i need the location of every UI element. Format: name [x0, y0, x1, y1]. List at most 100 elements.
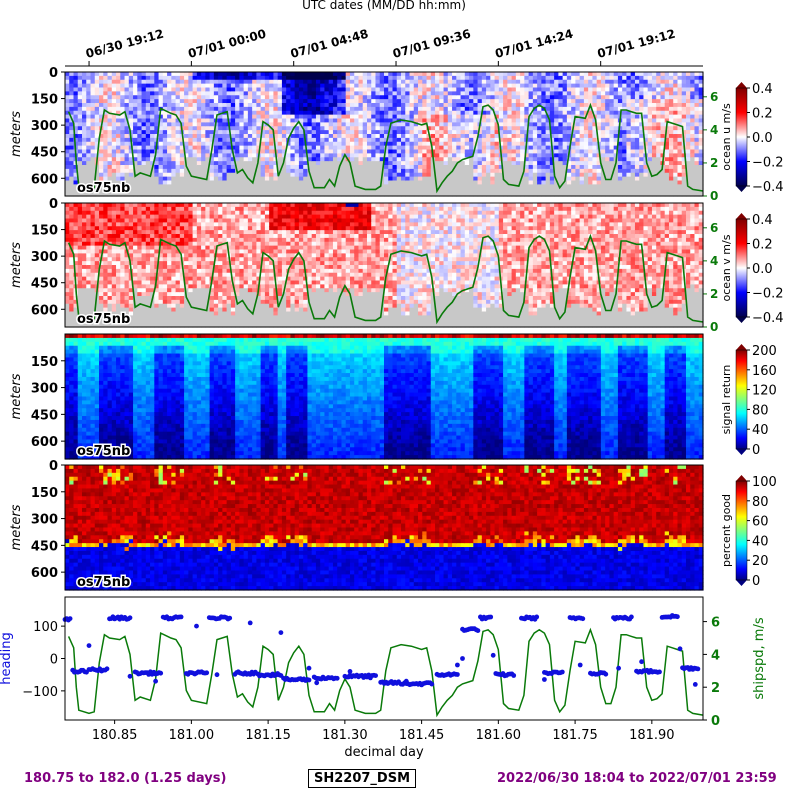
heatmap-cell	[133, 192, 138, 197]
heatmap-cell	[201, 137, 206, 143]
heatmap-cell	[520, 122, 525, 127]
heatmap-cell	[124, 176, 130, 182]
heatmap-cell	[358, 91, 364, 96]
heatmap-cell	[554, 141, 559, 147]
heatmap-cell	[673, 141, 679, 147]
heatmap-cell	[94, 72, 100, 77]
heatmap-cell	[354, 153, 360, 158]
heatmap-cell	[456, 130, 462, 135]
heatmap-cell	[473, 95, 479, 100]
heatmap-cell	[341, 114, 347, 120]
heatmap-cell	[94, 130, 100, 135]
heatmap-cell	[247, 134, 253, 139]
heatmap-cell	[473, 172, 479, 178]
heatmap-cell	[281, 134, 287, 139]
heatmap-cell	[418, 91, 423, 96]
heatmap-cell	[141, 122, 147, 127]
heatmap-cell	[192, 118, 198, 123]
heatmap-cell	[685, 79, 691, 85]
heatmap-cell	[596, 99, 602, 104]
heatmap-cell	[260, 72, 266, 77]
heatmap-cell	[277, 145, 283, 151]
heatmap-cell	[247, 184, 253, 189]
heatmap-cell	[205, 137, 211, 143]
heatmap-cell	[90, 130, 96, 135]
heatmap-cell	[264, 134, 270, 139]
heatmap-cell	[116, 83, 121, 89]
heatmap-cell	[554, 168, 559, 174]
heatmap-cell	[651, 141, 657, 147]
heatmap-cell	[498, 137, 504, 143]
heatmap-cell	[303, 122, 309, 127]
heatmap-cell	[668, 141, 674, 147]
heatmap-cell	[532, 87, 538, 92]
heatmap-cell	[298, 110, 304, 116]
heatmap-cell	[90, 122, 96, 127]
heatmap-cell	[82, 114, 87, 120]
heatmap-cell	[430, 122, 436, 127]
heatmap-cell	[558, 141, 564, 147]
heatmap-cell	[600, 141, 606, 147]
heatmap-cell	[486, 75, 491, 81]
heatmap-cell	[626, 95, 632, 100]
heatmap-cell	[137, 176, 143, 182]
heatmap-cell	[324, 72, 330, 77]
heatmap-cell	[252, 118, 257, 123]
heatmap-cell	[405, 106, 411, 112]
heatmap-cell	[498, 72, 504, 77]
heatmap-cell	[260, 110, 266, 116]
heatmap-cell	[401, 110, 406, 116]
heatmap-cell	[418, 75, 423, 81]
heatmap-cell	[596, 79, 602, 85]
heatmap-cell	[503, 122, 508, 127]
heatmap-cell	[124, 75, 130, 81]
heatmap-cell	[205, 188, 211, 193]
heatmap-cell	[558, 157, 564, 162]
heatmap-cell	[630, 149, 636, 154]
heatmap-cell	[418, 79, 423, 85]
heatmap-cell	[447, 137, 453, 143]
heatmap-cell	[116, 91, 121, 96]
heatmap-cell	[167, 168, 172, 174]
heatmap-cell	[413, 95, 419, 100]
heatmap-cell	[617, 192, 623, 197]
heatmap-cell	[286, 110, 292, 116]
heatmap-cell	[588, 75, 594, 81]
heatmap-cell	[562, 75, 568, 81]
heatmap-cell	[447, 141, 453, 147]
heatmap-cell	[196, 106, 202, 112]
heatmap-cell	[600, 130, 606, 135]
heatmap-cell	[396, 172, 402, 178]
heatmap-cell	[503, 106, 508, 112]
heatmap-cell	[294, 106, 300, 112]
heatmap-cell	[239, 103, 245, 108]
heatmap-cell	[673, 188, 679, 193]
heatmap-cell	[486, 141, 491, 147]
heatmap-cell	[626, 168, 632, 174]
heatmap-cell	[103, 192, 109, 197]
heatmap-cell	[315, 176, 321, 182]
heatmap-cell	[392, 161, 398, 166]
heatmap-cell	[201, 180, 206, 185]
heatmap-cell	[660, 114, 666, 120]
heatmap-cell	[77, 103, 83, 108]
heatmap-cell	[554, 83, 559, 89]
heatmap-cell	[354, 106, 360, 112]
heatmap-cell	[626, 126, 632, 131]
heatmap-cell	[362, 130, 368, 135]
heatmap-cell	[371, 106, 377, 112]
heatmap-cell	[116, 118, 121, 123]
heatmap-cell	[413, 99, 419, 104]
heatmap-cell	[690, 145, 696, 151]
heatmap-cell	[396, 87, 402, 92]
heatmap-cell	[592, 180, 598, 185]
heatmap-cell	[388, 126, 394, 131]
heatmap-cell	[184, 130, 189, 135]
heatmap-cell	[673, 134, 679, 139]
heatmap-cell	[694, 114, 700, 120]
heatmap-cell	[634, 134, 640, 139]
heatmap-cell	[413, 79, 419, 85]
heatmap-cell	[490, 87, 496, 92]
heatmap-cell	[630, 165, 636, 170]
heatmap-cell	[545, 87, 551, 92]
